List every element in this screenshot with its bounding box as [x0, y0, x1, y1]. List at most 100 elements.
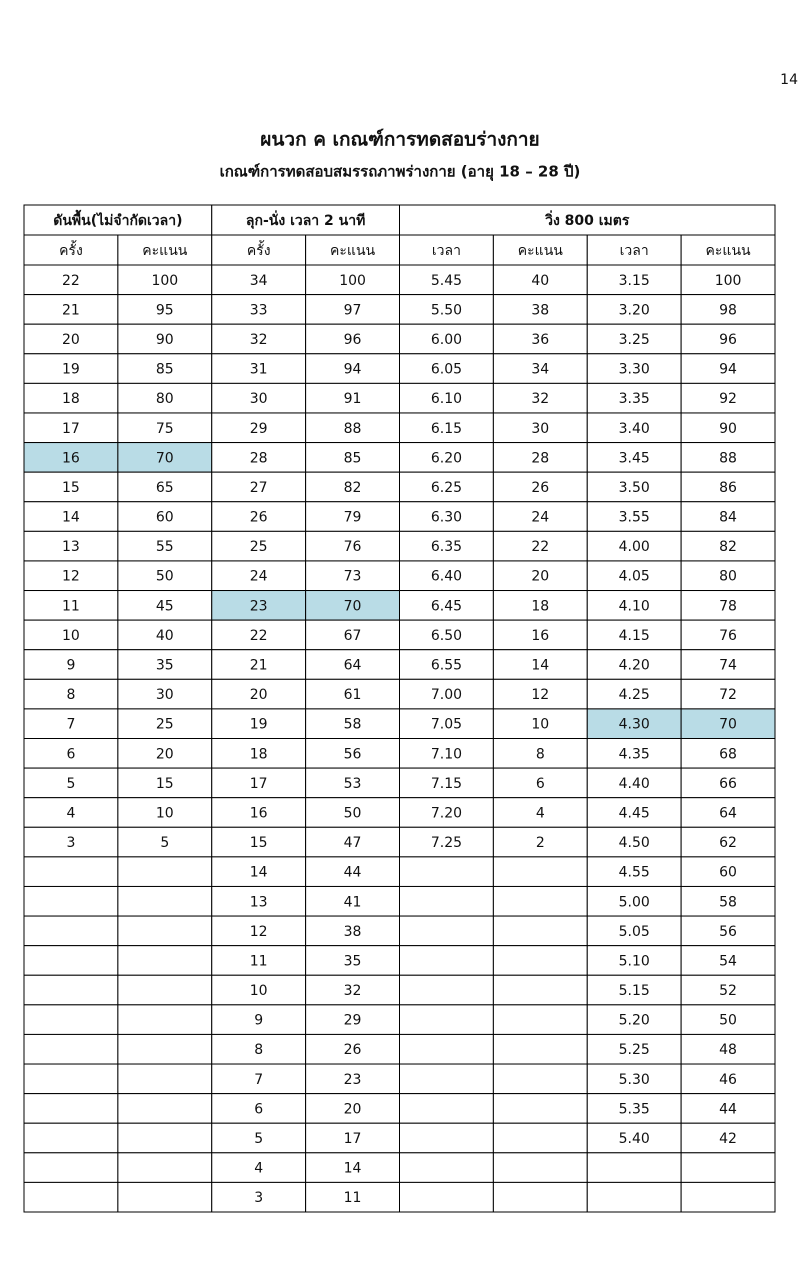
table-cell — [680, 826, 776, 858]
table-cell — [492, 442, 588, 473]
cell-text: 18 — [250, 746, 268, 762]
table-cell — [492, 323, 588, 355]
table-cell — [399, 264, 494, 296]
table-cell — [305, 382, 400, 414]
cell-text: 24 — [250, 569, 268, 585]
cell-text: 5 — [160, 835, 169, 851]
cell-text: 28 — [531, 450, 549, 466]
cell-text: 3.25 — [619, 332, 650, 348]
cell-text: 80 — [719, 569, 737, 585]
cell-text: 32 — [344, 983, 362, 999]
cell-text: 45 — [156, 598, 174, 614]
cell-text: 70 — [719, 717, 737, 733]
table-cell — [23, 1093, 119, 1124]
table-cell — [117, 323, 213, 355]
cell-text: 41 — [344, 894, 362, 910]
table-cell — [23, 915, 119, 947]
cell-text: 2 — [536, 835, 545, 851]
table-cell — [492, 885, 588, 917]
table-cell — [586, 323, 682, 355]
cell-text: 36 — [531, 332, 549, 348]
table-cell — [117, 619, 213, 651]
cell-text: 38 — [531, 302, 549, 318]
cell-text: 44 — [719, 1101, 737, 1117]
table-cell — [305, 885, 400, 917]
table-cell — [586, 294, 682, 325]
cell-text: 24 — [531, 510, 549, 526]
table-cell — [586, 1122, 682, 1154]
cell-text: 13 — [62, 539, 80, 555]
cell-text: 5 — [66, 776, 75, 792]
cell-text: 96 — [344, 332, 362, 348]
table-cell — [586, 1181, 682, 1213]
table-cell — [399, 1152, 494, 1183]
table-cell — [399, 767, 494, 799]
table-cell — [23, 649, 119, 680]
table-cell — [680, 1152, 776, 1183]
cell-text: 33 — [250, 302, 268, 318]
table-cell — [492, 590, 588, 621]
subtitle: เกณฑ์การทดสอบสมรรถภาพร่างกาย (อายุ 18 – … — [220, 163, 581, 182]
cell-text: 84 — [719, 510, 737, 526]
table-cell — [211, 826, 307, 858]
table-cell — [23, 264, 119, 296]
table-cell — [23, 323, 119, 355]
table-cell — [211, 678, 307, 710]
cell-text: 29 — [344, 1013, 362, 1029]
cell-text: 86 — [719, 480, 737, 496]
table-cell — [492, 826, 588, 858]
cell-text: 17 — [62, 421, 80, 437]
table-cell — [399, 974, 494, 1006]
cell-text: 5.45 — [431, 273, 462, 289]
table-cell — [680, 974, 776, 1006]
cell-text: 11 — [250, 953, 268, 969]
group-header: ลุก-นั่ง เวลา 2 นาที — [246, 210, 365, 229]
table-cell — [211, 1093, 307, 1124]
header-cell — [23, 204, 213, 236]
cell-text: 66 — [719, 776, 737, 792]
table-cell — [399, 412, 494, 444]
cell-text: 61 — [344, 687, 362, 703]
table-cell — [492, 708, 588, 739]
table-cell — [117, 1181, 213, 1213]
table-cell — [492, 1033, 588, 1065]
table-cell — [23, 1152, 119, 1183]
cell-text: 27 — [250, 480, 268, 496]
table-cell — [492, 797, 588, 828]
table-cell — [586, 471, 682, 503]
cell-text: 7 — [254, 1072, 263, 1088]
table-cell — [680, 619, 776, 651]
cell-text: 20 — [250, 687, 268, 703]
table-cell — [680, 915, 776, 947]
table-cell — [680, 678, 776, 710]
table-cell — [586, 826, 682, 858]
cell-text: 30 — [250, 391, 268, 407]
cell-text: 6.20 — [431, 450, 462, 466]
table-cell — [399, 1122, 494, 1154]
cell-text: 4 — [254, 1161, 263, 1177]
table-cell — [586, 1004, 682, 1035]
table-cell — [492, 649, 588, 680]
cell-text: 30 — [531, 421, 549, 437]
table-cell — [586, 856, 682, 887]
table-cell — [399, 560, 494, 592]
table-cell — [23, 501, 119, 532]
table-cell — [211, 264, 307, 296]
cell-text: 17 — [250, 776, 268, 792]
table-cell — [680, 442, 776, 473]
cell-text: 6.10 — [431, 391, 462, 407]
sub-header: คะแนน — [518, 243, 563, 259]
cell-text: 11 — [62, 598, 80, 614]
cell-text: 4.20 — [619, 658, 650, 674]
cell-text: 3.40 — [619, 421, 650, 437]
table-cell — [680, 856, 776, 887]
cell-text: 98 — [719, 302, 737, 318]
table-cell — [211, 560, 307, 592]
cell-text: 3 — [66, 835, 75, 851]
cell-text: 6.45 — [431, 598, 462, 614]
cell-text: 94 — [344, 362, 362, 378]
table-cell — [399, 1033, 494, 1065]
cell-text: 6.00 — [431, 332, 462, 348]
cell-text: 10 — [250, 983, 268, 999]
